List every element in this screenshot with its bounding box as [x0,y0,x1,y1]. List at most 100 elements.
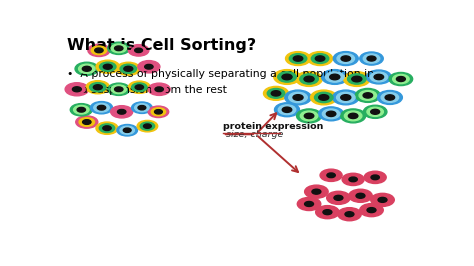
Circle shape [310,90,337,105]
Circle shape [79,64,95,73]
Circle shape [333,90,359,105]
Circle shape [76,116,98,128]
Circle shape [100,62,116,71]
Circle shape [374,74,383,80]
Circle shape [301,200,317,209]
Circle shape [367,107,383,117]
Circle shape [152,85,167,94]
Circle shape [367,56,376,61]
Circle shape [327,173,335,178]
Circle shape [363,93,373,98]
Circle shape [311,54,329,63]
Circle shape [304,76,314,82]
Circle shape [111,44,127,53]
Circle shape [108,83,130,95]
Circle shape [363,54,380,63]
Circle shape [348,113,358,119]
Circle shape [308,187,325,196]
Circle shape [341,56,351,61]
Circle shape [316,206,339,219]
Circle shape [118,110,126,114]
Circle shape [91,102,112,114]
Circle shape [392,74,409,84]
Circle shape [352,76,362,82]
Circle shape [341,109,365,123]
Circle shape [99,124,115,132]
Circle shape [321,70,348,84]
Circle shape [264,86,289,100]
Circle shape [377,90,402,105]
Circle shape [327,191,350,204]
Circle shape [114,107,129,116]
Circle shape [389,72,413,86]
Circle shape [278,105,296,115]
Circle shape [90,83,106,92]
Circle shape [135,48,143,52]
Circle shape [326,72,344,82]
Circle shape [349,189,372,202]
Circle shape [155,87,164,92]
Circle shape [77,107,85,112]
Circle shape [312,189,321,194]
Circle shape [297,197,321,210]
Circle shape [274,70,300,84]
Circle shape [117,124,137,136]
Circle shape [315,56,325,61]
Circle shape [86,81,109,94]
Circle shape [322,109,340,119]
Circle shape [370,72,388,82]
Circle shape [267,89,285,98]
Circle shape [91,46,107,55]
Circle shape [366,70,392,84]
Circle shape [148,83,170,95]
Circle shape [301,111,318,121]
Text: What is Cell Sorting?: What is Cell Sorting? [66,38,255,53]
Circle shape [342,173,364,186]
Circle shape [330,74,340,80]
Circle shape [304,113,314,119]
Circle shape [323,171,339,180]
Circle shape [305,185,328,198]
Circle shape [356,89,380,102]
Circle shape [128,45,149,56]
Circle shape [138,61,160,73]
Circle shape [69,85,85,94]
Circle shape [132,102,152,113]
Circle shape [128,81,150,93]
Circle shape [333,52,358,65]
Circle shape [148,106,169,118]
Circle shape [97,105,106,110]
Circle shape [367,208,376,213]
Circle shape [271,91,281,96]
Circle shape [346,175,361,184]
Text: size, charge: size, charge [227,130,284,139]
Circle shape [367,173,383,182]
Circle shape [103,126,111,131]
Text: protein expression: protein expression [223,122,323,131]
Circle shape [278,72,296,82]
Circle shape [371,175,379,180]
Circle shape [341,210,358,219]
Circle shape [364,171,386,184]
Circle shape [96,122,118,134]
Text: •  A process of physically separating a cell population in: • A process of physically separating a c… [66,69,374,79]
Circle shape [289,54,307,63]
Circle shape [359,90,376,100]
Circle shape [140,122,155,130]
Circle shape [73,105,89,114]
Circle shape [123,128,131,132]
Circle shape [293,95,303,100]
Circle shape [360,52,383,65]
Circle shape [73,87,82,92]
Circle shape [124,66,133,71]
Circle shape [88,44,110,56]
Circle shape [337,208,361,221]
Circle shape [95,48,103,53]
Circle shape [131,46,146,54]
Circle shape [120,126,135,134]
Circle shape [305,201,313,206]
Circle shape [144,124,151,128]
Circle shape [319,107,344,121]
Circle shape [117,62,140,75]
Circle shape [363,206,380,215]
